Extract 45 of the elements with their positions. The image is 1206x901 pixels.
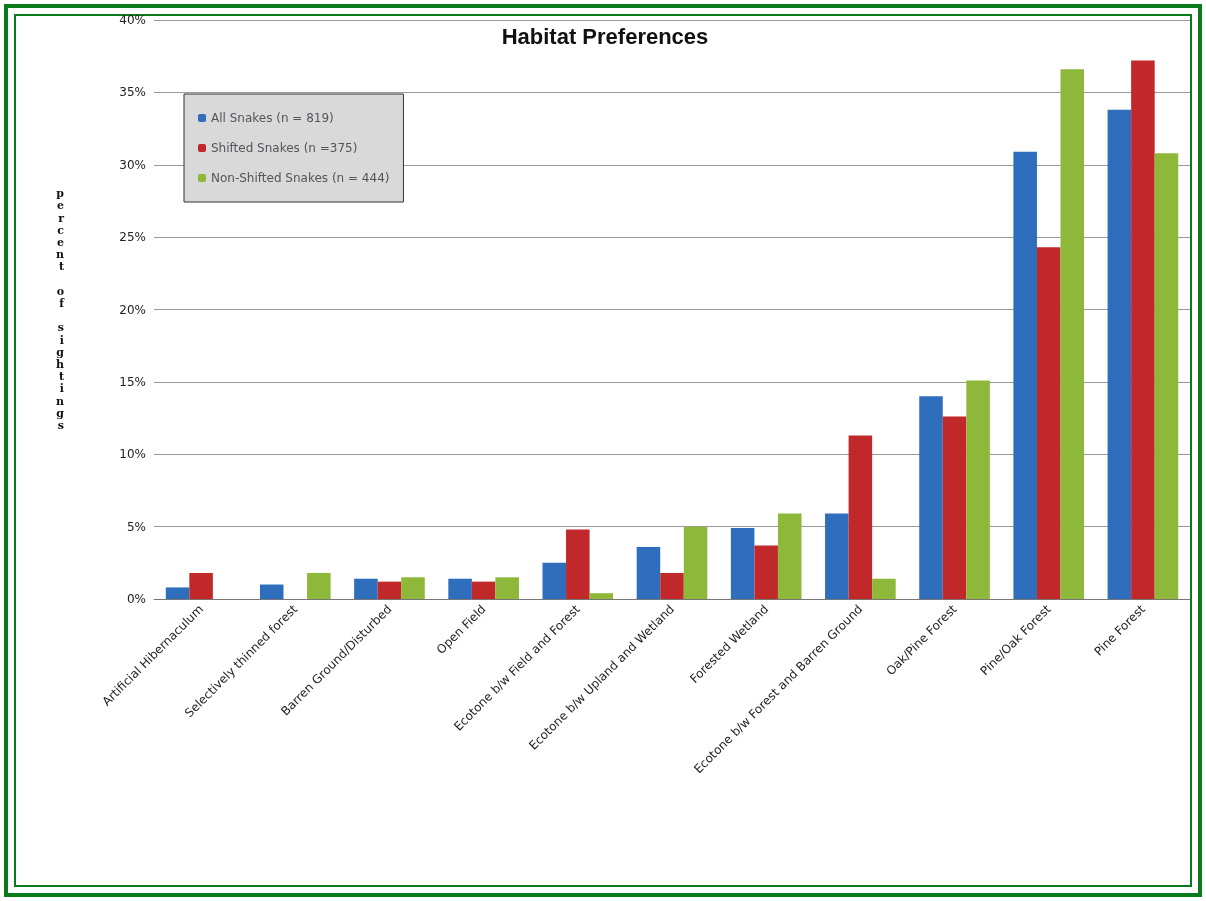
bar (1107, 109, 1132, 599)
y-tick-label: 20% (119, 302, 146, 317)
y-tick-label: 0% (126, 592, 146, 606)
text: percent of sightings (56, 187, 64, 432)
y-tick-label: 30% (119, 157, 146, 172)
bar (660, 572, 684, 599)
bar (542, 562, 567, 599)
bar (683, 526, 708, 599)
bar (259, 584, 284, 599)
bar (189, 572, 213, 599)
bar (848, 435, 873, 599)
bar (401, 577, 425, 599)
bar (1154, 153, 1179, 599)
legend-label: Non-Shifted Snakes (n = 444) (211, 171, 390, 185)
bar (1060, 69, 1085, 599)
bar (966, 380, 990, 599)
bar (777, 513, 802, 599)
bar (471, 581, 496, 599)
y-tick-label: 25% (119, 230, 146, 245)
bar (377, 581, 402, 599)
bar (495, 577, 519, 599)
bar (872, 578, 896, 599)
bar (354, 578, 378, 599)
legend-label: All Snakes (n = 819) (211, 111, 334, 125)
bar (730, 528, 755, 599)
bar (307, 572, 331, 599)
bar (919, 396, 943, 599)
y-tick-label: 10% (119, 447, 146, 462)
bar (448, 578, 472, 599)
bar (165, 587, 190, 599)
chart-title: Habitat Preferences (501, 23, 709, 49)
bar (1131, 60, 1155, 599)
bar (1036, 247, 1061, 599)
legend-label: Shifted Snakes (n =375) (211, 141, 358, 155)
y-tick-label: 40% (119, 13, 146, 27)
y-tick-label: 35% (119, 85, 146, 100)
y-tick-label: 15% (119, 374, 146, 389)
bar (636, 546, 661, 599)
bar (566, 529, 590, 599)
bar (754, 545, 778, 599)
y-tick-label: 5% (126, 519, 146, 534)
bar (942, 416, 967, 599)
bar (825, 513, 849, 599)
bar (589, 593, 614, 599)
bar (1013, 151, 1037, 599)
